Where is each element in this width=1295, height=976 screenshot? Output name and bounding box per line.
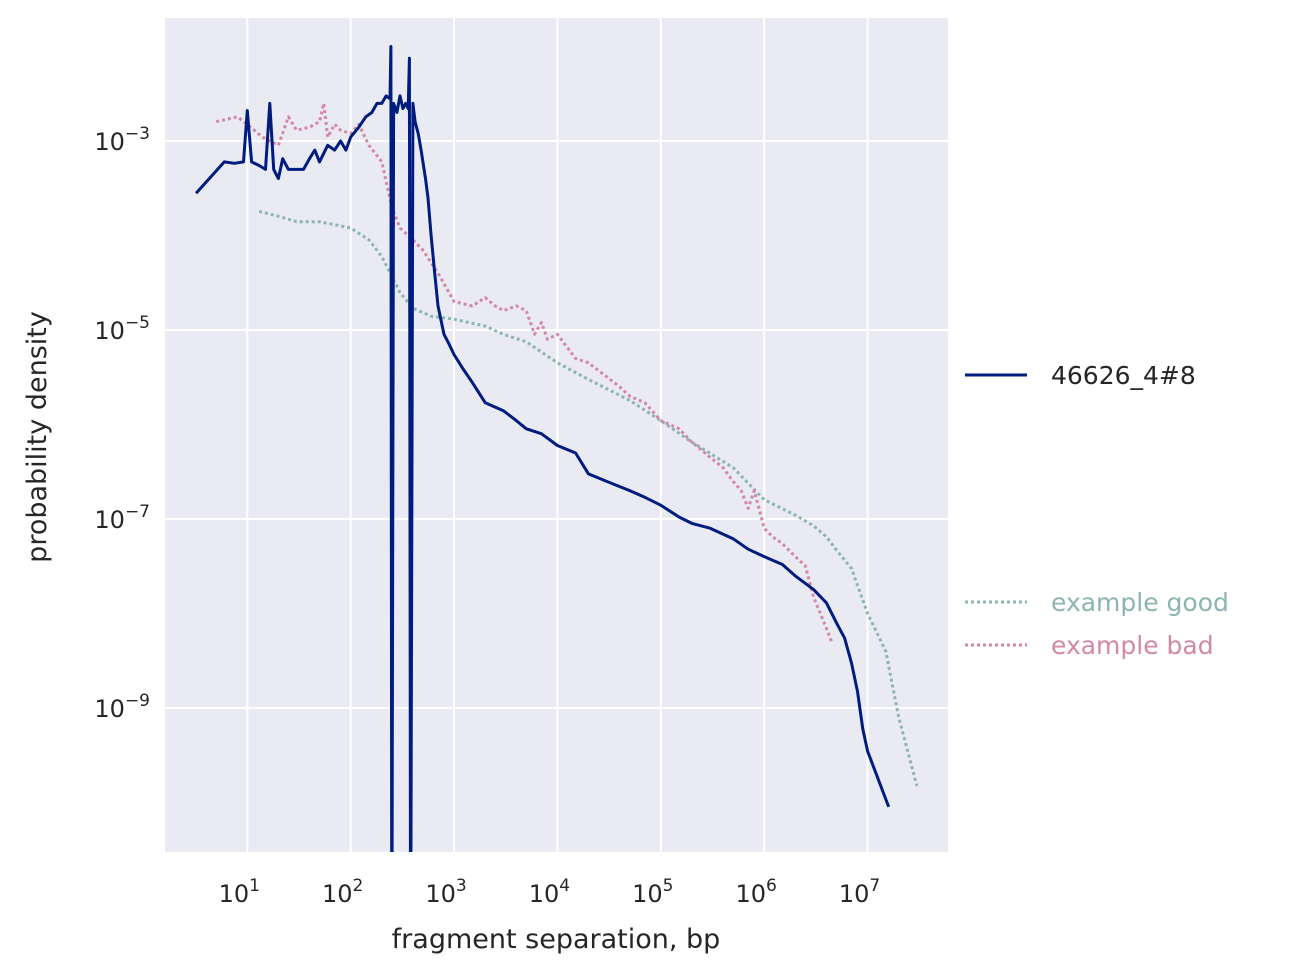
x-tick-label-0: 101 <box>219 876 260 908</box>
x-tick-label-1: 102 <box>322 876 363 908</box>
legend-examples: example good example bad <box>965 588 1229 660</box>
legend-main: 46626_4#8 <box>965 361 1196 390</box>
y-tick-label-1: 10−5 <box>94 313 150 345</box>
y-tick-label-3: 10−9 <box>94 691 150 723</box>
x-tick-label-6: 107 <box>839 876 880 908</box>
x-tick-label-5: 106 <box>735 876 776 908</box>
y-tick-label-2: 10−7 <box>94 502 150 534</box>
y-axis-label: probability density <box>22 311 53 563</box>
series-line-2 <box>215 101 834 643</box>
x-tick-label-3: 104 <box>529 876 570 908</box>
x-tick-label-4: 105 <box>632 876 673 908</box>
legend-label-2: example bad <box>1051 631 1214 660</box>
legend-label-1: example good <box>1051 588 1229 617</box>
x-tick-labels: 101 102 103 104 105 106 107 <box>219 876 881 908</box>
x-axis-label: fragment separation, bp <box>392 924 721 955</box>
series-line-1 <box>258 209 919 787</box>
series-lines <box>194 45 919 852</box>
series-line-0 <box>194 45 891 852</box>
y-tick-label-0: 10−3 <box>94 124 150 156</box>
y-tick-labels: 10−3 10−5 10−7 10−9 <box>94 124 150 723</box>
x-tick-label-2: 103 <box>425 876 466 908</box>
legend-label-0: 46626_4#8 <box>1051 361 1196 390</box>
grid-lines <box>165 18 948 852</box>
